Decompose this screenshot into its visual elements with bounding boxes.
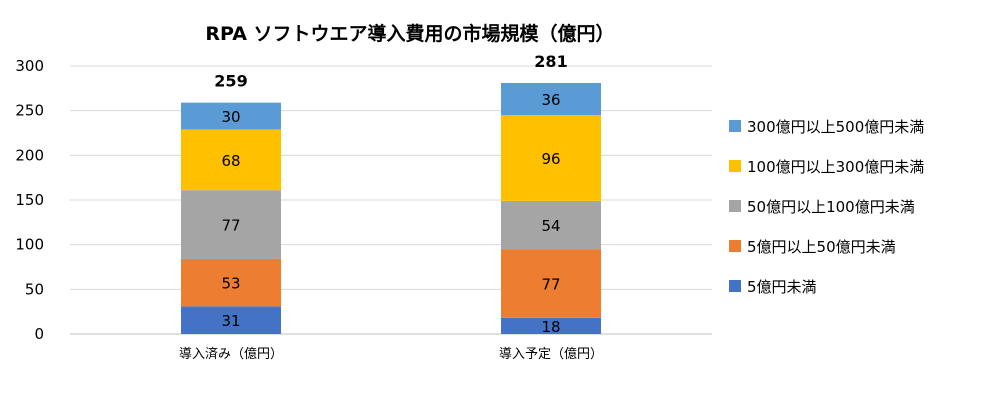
legend-swatch bbox=[729, 280, 741, 292]
total-label: 259 bbox=[214, 72, 247, 91]
legend-label: 5億円未満 bbox=[747, 278, 817, 296]
x-category-label: 導入済み（億円） bbox=[179, 346, 283, 362]
y-tick-label: 150 bbox=[15, 191, 44, 209]
data-label: 30 bbox=[221, 108, 240, 126]
bar-segment bbox=[501, 82, 601, 116]
y-tick-label: 300 bbox=[15, 57, 44, 75]
bar-segment bbox=[181, 102, 281, 130]
bar-segment bbox=[181, 190, 281, 259]
y-tick-label: 250 bbox=[15, 102, 44, 120]
bar-segment bbox=[501, 317, 601, 334]
legend-swatch bbox=[729, 160, 741, 172]
legend-label: 100億円以上300億円未満 bbox=[747, 158, 924, 176]
data-label: 31 bbox=[221, 312, 240, 330]
data-label: 77 bbox=[541, 276, 560, 294]
data-label: 77 bbox=[221, 217, 240, 235]
legend-swatch bbox=[729, 120, 741, 132]
x-category-label: 導入予定（億円） bbox=[499, 346, 603, 362]
y-tick-label: 100 bbox=[15, 236, 44, 254]
y-tick-label: 0 bbox=[34, 325, 44, 343]
data-label: 36 bbox=[541, 91, 560, 109]
legend-swatch bbox=[729, 200, 741, 212]
gridlines bbox=[70, 65, 712, 335]
data-label: 96 bbox=[541, 150, 560, 168]
legend-label: 50億円以上100億円未満 bbox=[747, 198, 915, 216]
legend-swatch bbox=[729, 240, 741, 252]
total-label: 281 bbox=[534, 52, 567, 71]
bar-segment bbox=[181, 306, 281, 334]
y-tick-label: 200 bbox=[15, 146, 44, 164]
bar-segment bbox=[181, 258, 281, 307]
bar-segment bbox=[181, 129, 281, 191]
data-label: 54 bbox=[541, 217, 560, 235]
legend: 300億円以上500億円未満 100億円以上300億円未満 50億円以上100億円未… bbox=[729, 118, 924, 296]
y-axis-ticks: 0 50 100 150 200 250 300 bbox=[15, 57, 44, 343]
bar-segment bbox=[501, 115, 601, 201]
x-axis-categories: 導入済み（億円） 導入予定（億円） bbox=[179, 346, 603, 362]
data-label: 68 bbox=[221, 152, 240, 170]
legend-label: 300億円以上500億円未満 bbox=[747, 118, 924, 136]
bars: 31 53 77 68 30 259 18 77 54 96 36 281 bbox=[181, 52, 601, 336]
data-label: 53 bbox=[221, 275, 240, 293]
data-label: 18 bbox=[541, 318, 560, 336]
chart-title: RPA ソフトウエア導入費用の市場規模（億円） bbox=[205, 22, 614, 45]
bar-segment bbox=[501, 249, 601, 318]
bar-segment bbox=[501, 200, 601, 250]
legend-label: 5億円以上50億円未満 bbox=[747, 238, 896, 256]
y-tick-label: 50 bbox=[25, 280, 44, 298]
